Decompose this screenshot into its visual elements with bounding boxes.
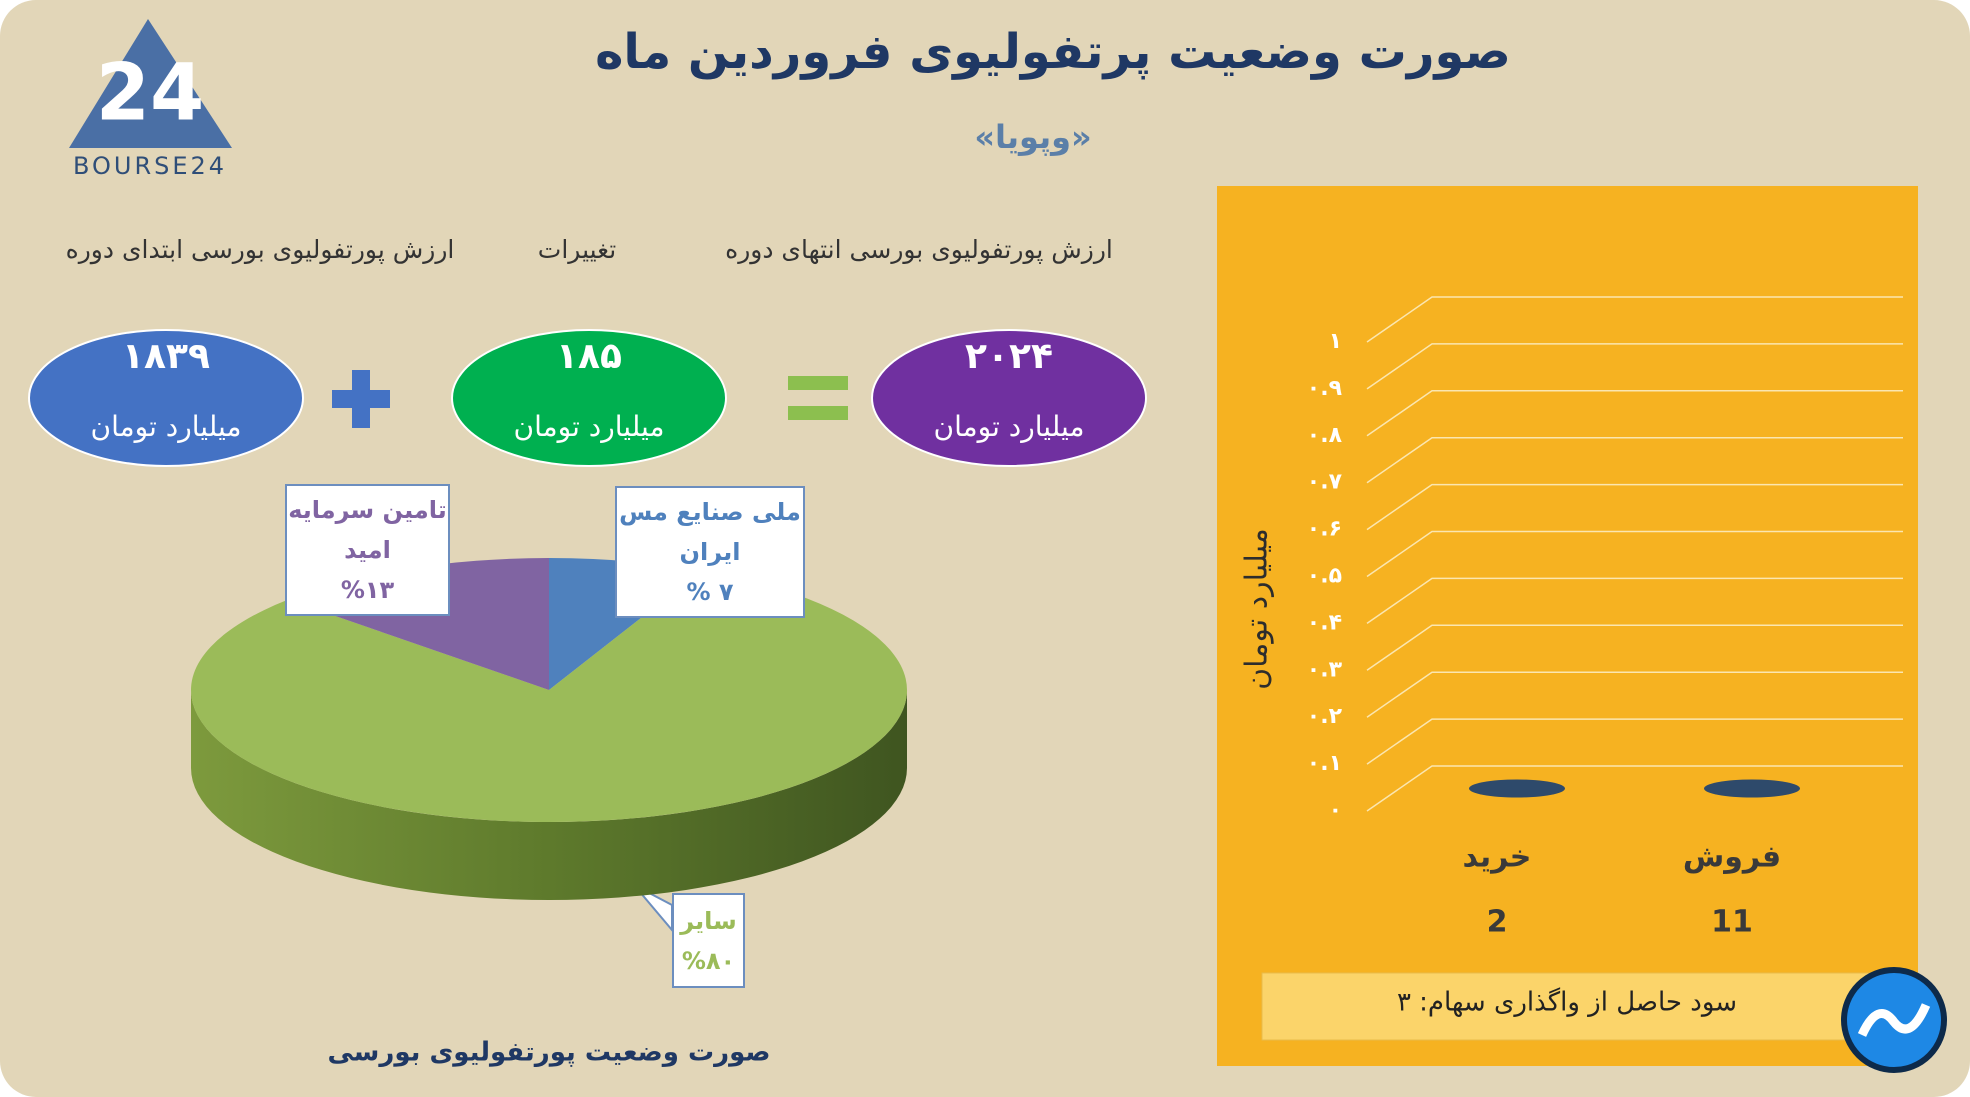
- pie-title: صورت وضعیت پورتفولیوی بورسی: [328, 1038, 771, 1068]
- pie-value-label: % ۷: [686, 578, 734, 606]
- pie-callout: تامین سرمایه امید %۱۳: [285, 484, 450, 616]
- plus-sign: [352, 370, 370, 428]
- equation-value: ۱۸۳۹: [122, 336, 210, 377]
- y-tick-label: ۰.۲: [1307, 704, 1343, 729]
- y-axis-label: میلیارد تومان: [1240, 528, 1275, 690]
- pie-value-label: %۸۰: [681, 946, 736, 975]
- grid-line: [1366, 483, 1903, 531]
- grid-line: [1366, 436, 1903, 484]
- y-tick-label: ۰.۵: [1307, 564, 1342, 589]
- grid-line: [1366, 671, 1903, 718]
- subtitle: «وپویا»: [974, 118, 1091, 156]
- grid-line: [1366, 343, 1903, 390]
- equation-unit: میلیارد تومان: [514, 410, 665, 443]
- logo-triangle: [69, 19, 232, 148]
- y-tick-label: ۱: [1329, 329, 1342, 354]
- count-label: 11: [1711, 905, 1753, 940]
- pie-callout: سایر %۸۰: [672, 893, 745, 988]
- y-tick-label: ۰.۱: [1307, 751, 1342, 776]
- grid-line: [1366, 530, 1903, 578]
- bar-top: [1704, 779, 1800, 798]
- note: سود حاصل از واگذاری سهام: ۳: [1397, 987, 1737, 1018]
- grid-line: [1366, 624, 1903, 671]
- grid-line: [1366, 718, 1903, 765]
- equation-oval: [451, 329, 727, 467]
- grid-line: [1366, 296, 1903, 343]
- y-tick-label: ۰.۷: [1307, 470, 1343, 495]
- grid-line: [1366, 765, 1903, 812]
- pie-side: [191, 690, 907, 900]
- y-tick-label: ۰.۸: [1307, 423, 1343, 448]
- pie-label: تامین سرمایه امید: [288, 496, 447, 564]
- equals-sign: [788, 376, 848, 390]
- equation-oval: [28, 329, 304, 467]
- equation-unit: میلیارد تومان: [934, 410, 1085, 443]
- bar-top: [1469, 779, 1565, 798]
- equation-label: تغییرات: [538, 235, 616, 264]
- logo-mark: 24: [96, 48, 205, 138]
- note-box: [1261, 972, 1873, 1041]
- pie-value-label: %۱۳: [340, 576, 395, 604]
- y-tick-label: ۰.۶: [1307, 517, 1342, 542]
- equation-label: ارزش پورتفولیوی بورسی انتهای دوره: [725, 235, 1113, 265]
- grid-line: [1366, 390, 1903, 437]
- pie-slice: [191, 570, 908, 823]
- brand-icon: [1857, 1003, 1931, 1037]
- equation-value: ۱۸۵: [556, 336, 622, 377]
- y-tick-label: ۰: [1329, 798, 1342, 823]
- y-tick-label: ۰.۳: [1307, 657, 1343, 682]
- grid-line: [1366, 577, 1903, 625]
- count-label: 2: [1487, 905, 1508, 940]
- pie-callout: ملی صنایع مس ایران % ۷: [615, 486, 805, 618]
- y-tick-label: ۰.۴: [1307, 610, 1342, 635]
- equation-label: ارزش پورتفولیوی بورسی ابتدای دوره: [66, 235, 455, 265]
- title: صورت وضعیت پرتفولیوی فروردین ماه: [595, 24, 1511, 80]
- pie-label: ملی صنایع مس ایران: [619, 498, 801, 566]
- equation-unit: میلیارد تومان: [91, 410, 242, 443]
- equation-oval: [871, 329, 1147, 467]
- equation-value: ۲۰۲۴: [965, 336, 1053, 377]
- x-tick-label: خرید: [1463, 840, 1532, 875]
- pie-label: سایر: [680, 906, 737, 935]
- equals-sign: [788, 406, 848, 420]
- y-tick-label: ۰.۹: [1307, 376, 1342, 401]
- logo-text: BOURSE24: [73, 152, 227, 180]
- x-tick-label: فروش: [1683, 840, 1781, 875]
